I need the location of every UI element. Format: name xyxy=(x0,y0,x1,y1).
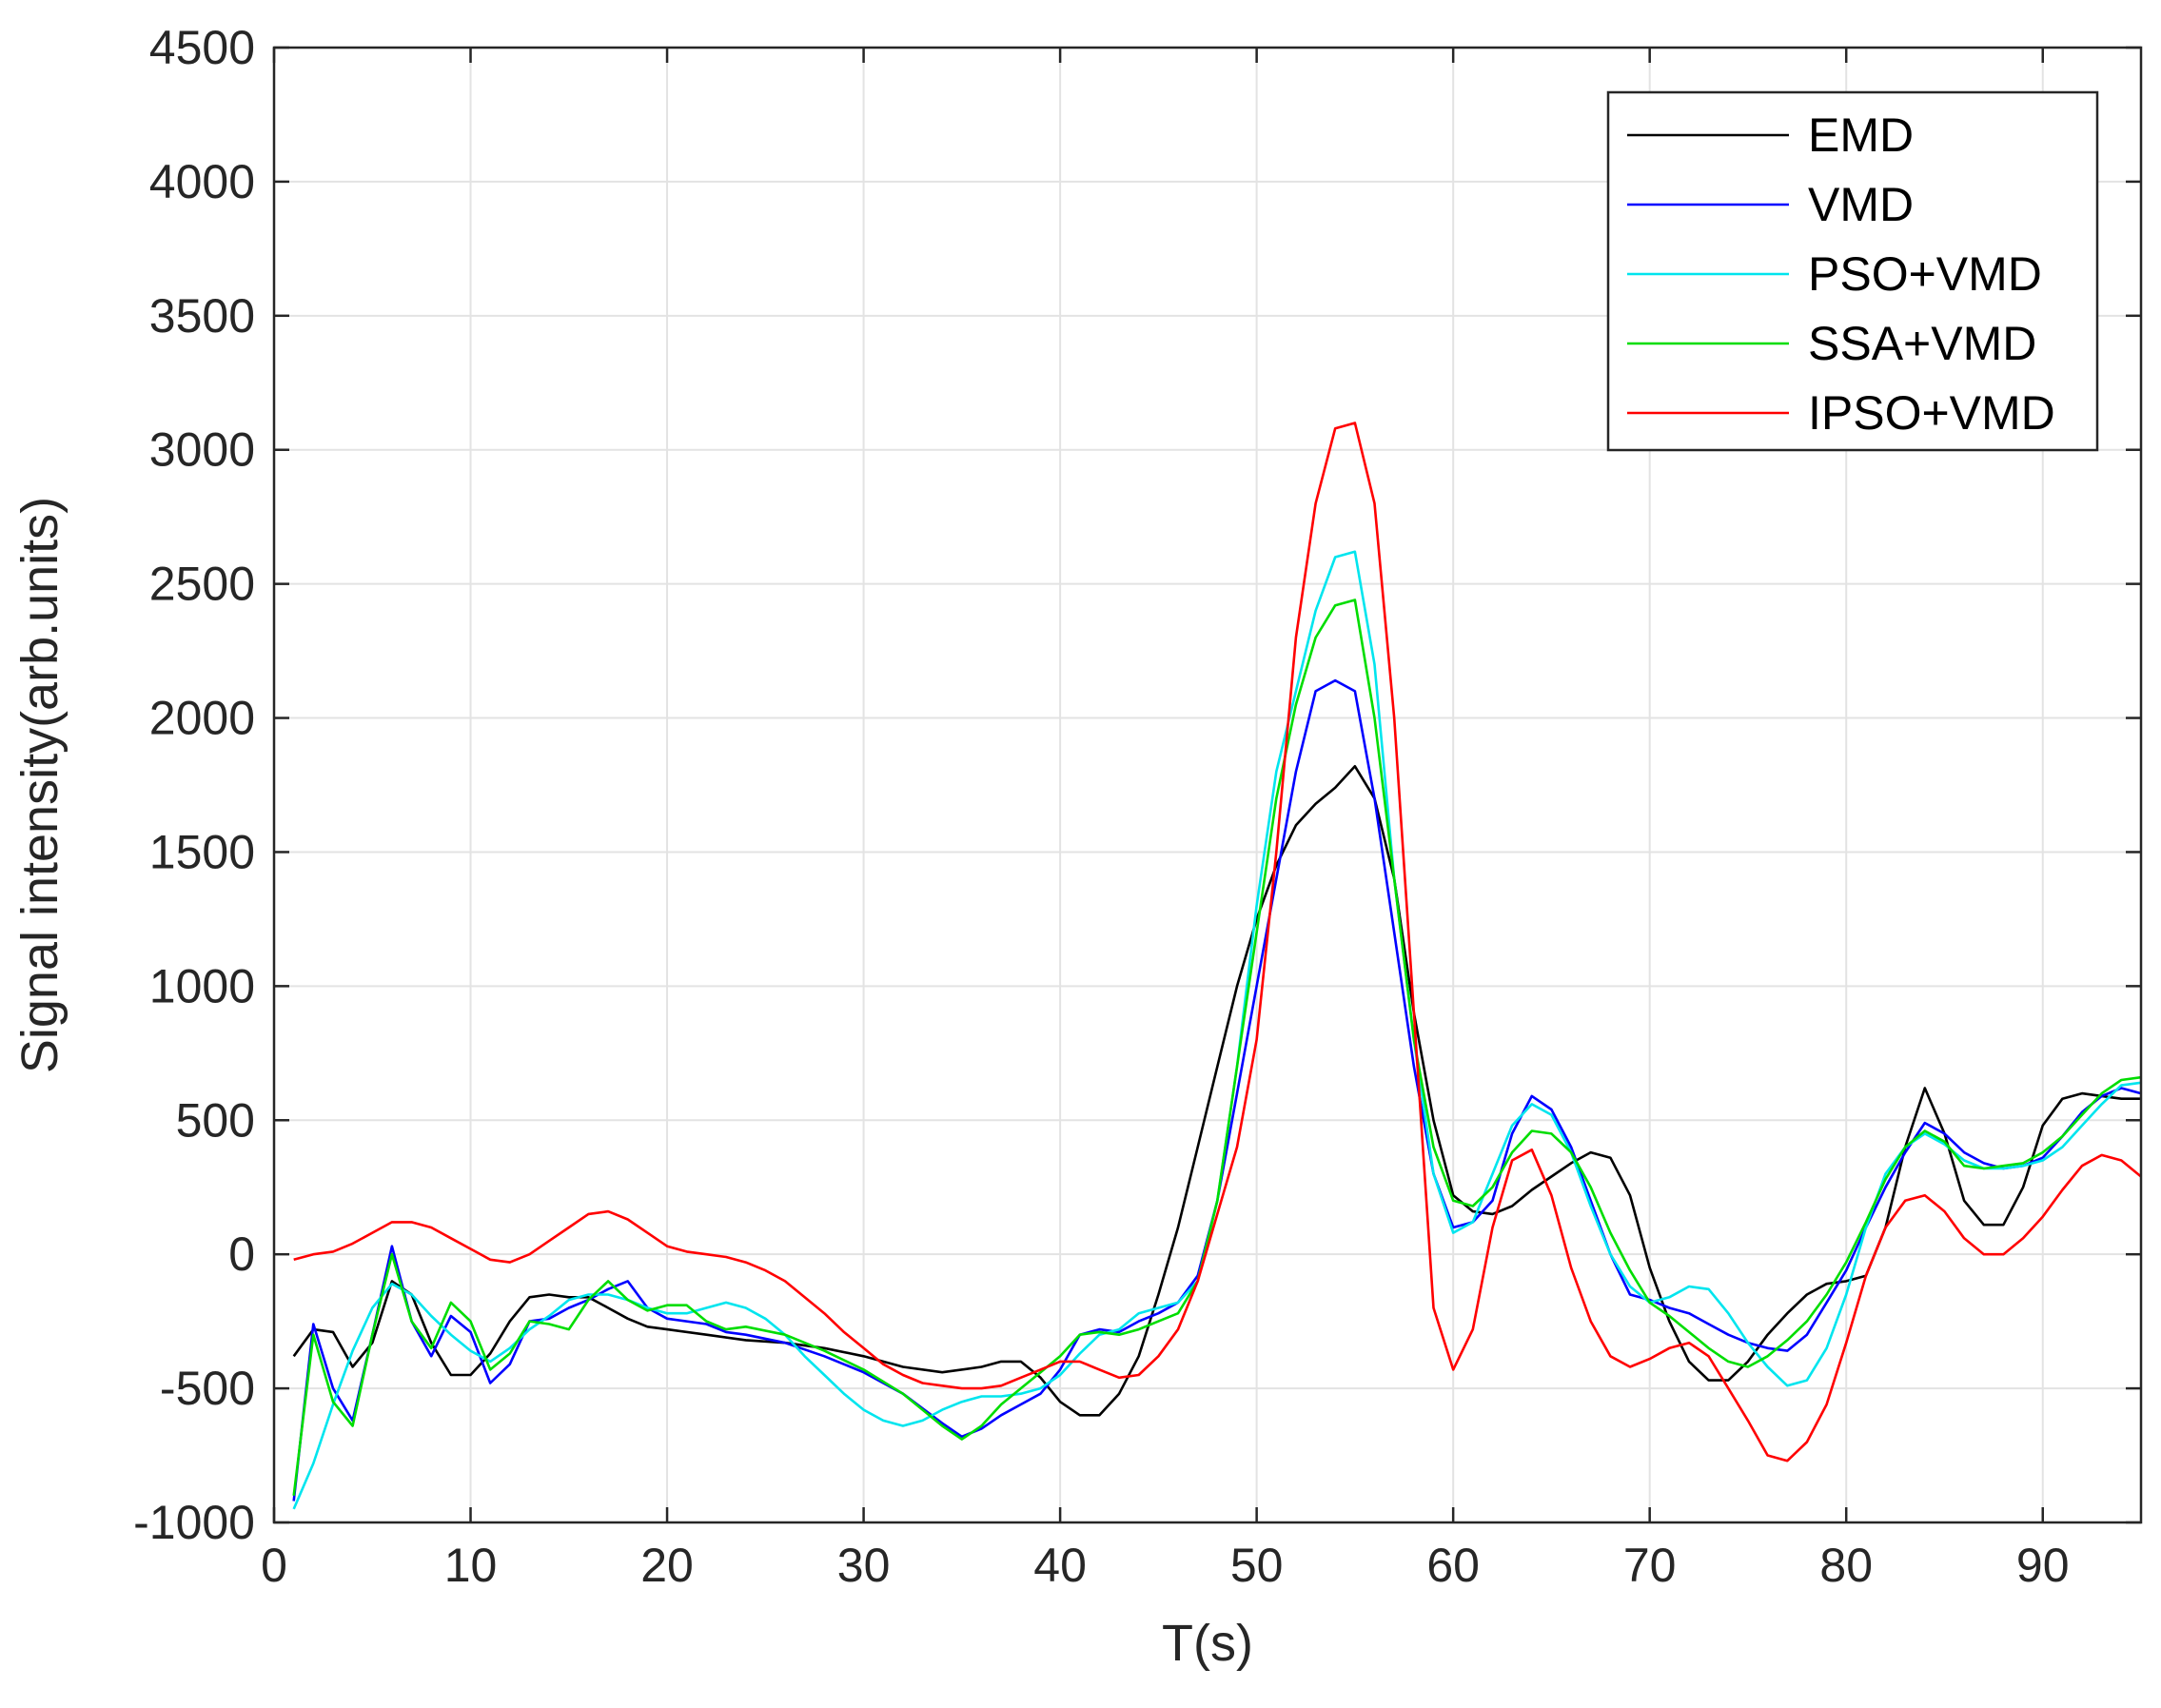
y-tick-label: 4000 xyxy=(149,155,255,208)
y-tick-label: 1500 xyxy=(149,825,255,878)
x-tick-label: 90 xyxy=(2016,1539,2070,1592)
y-tick-label: 3500 xyxy=(149,289,255,343)
series-lines xyxy=(292,422,2142,1510)
y-tick-label: 4500 xyxy=(149,21,255,74)
x-axis-label: T(s) xyxy=(1162,1615,1253,1672)
y-tick-label: -1000 xyxy=(133,1496,255,1549)
y-axis-label: Signal intensity(arb.units) xyxy=(11,497,69,1073)
plot-frame xyxy=(272,46,2143,1524)
y-tick-label: 500 xyxy=(176,1093,255,1147)
legend-label: IPSO+VMD xyxy=(1808,386,2055,440)
y-tick-label: 3000 xyxy=(149,423,255,477)
series-line xyxy=(293,422,2142,1463)
series-line xyxy=(292,550,2142,1510)
y-tick-label: -500 xyxy=(160,1362,255,1415)
legend: EMD VMD PSO+VMD SSA+VMD IPSO+VMD xyxy=(1606,90,2099,452)
y-tick-label: 2500 xyxy=(149,558,255,611)
y-tick-label: 2000 xyxy=(149,692,255,745)
x-tick-label: 70 xyxy=(1623,1539,1677,1592)
legend-label: VMD xyxy=(1808,178,1914,231)
x-tick-label: 30 xyxy=(837,1539,891,1592)
x-tick-label: 10 xyxy=(444,1539,498,1592)
y-axis-ticks: -1000 -500 0 500 1000 1500 2000 2500 3000 3500 400… xyxy=(133,21,2141,1549)
series-line xyxy=(292,678,2142,1502)
y-tick-label: 0 xyxy=(228,1227,255,1281)
series-line xyxy=(292,764,2141,1417)
x-tick-label: 50 xyxy=(1230,1539,1284,1592)
legend-label: PSO+VMD xyxy=(1808,247,2042,301)
x-tick-label: 80 xyxy=(1819,1539,1873,1592)
x-tick-label: 20 xyxy=(640,1539,694,1592)
legend-label: EMD xyxy=(1808,108,1914,162)
series-line xyxy=(292,599,2142,1496)
x-axis-ticks: 0 10 20 30 40 50 60 70 80 90 xyxy=(261,48,2070,1592)
legend-label: SSA+VMD xyxy=(1808,317,2036,370)
y-tick-label: 1000 xyxy=(149,959,255,1012)
x-tick-label: 60 xyxy=(1426,1539,1480,1592)
legend-box xyxy=(1606,90,2099,452)
x-tick-label: 40 xyxy=(1033,1539,1087,1592)
x-tick-label: 0 xyxy=(261,1539,287,1592)
